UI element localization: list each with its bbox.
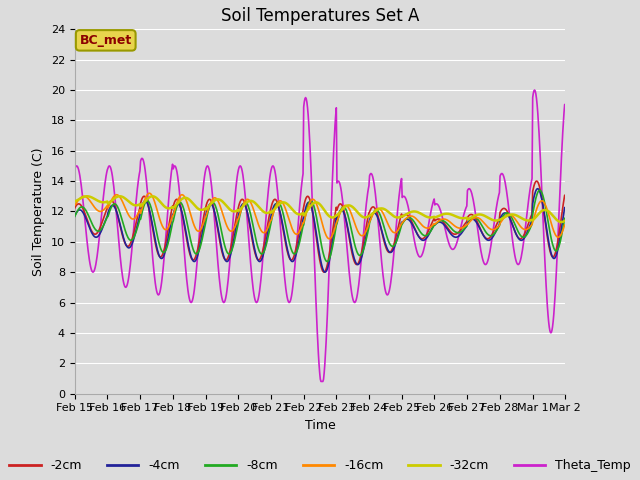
Line: -8cm: -8cm bbox=[75, 190, 565, 262]
-32cm bbox=[71, 199, 79, 204]
-8cm bbox=[561, 216, 569, 221]
-16cm bbox=[325, 236, 333, 241]
Line: -4cm: -4cm bbox=[75, 189, 565, 272]
Y-axis label: Soil Temperature (C): Soil Temperature (C) bbox=[32, 147, 45, 276]
Line: Theta_Temp: Theta_Temp bbox=[75, 90, 565, 382]
-2cm bbox=[532, 178, 540, 184]
-2cm bbox=[129, 236, 136, 241]
-32cm bbox=[262, 210, 270, 216]
Theta_Temp bbox=[371, 185, 378, 191]
-2cm bbox=[398, 215, 406, 220]
-4cm bbox=[561, 204, 569, 210]
Theta_Temp bbox=[262, 223, 269, 229]
-8cm bbox=[262, 245, 269, 251]
-16cm bbox=[71, 203, 79, 208]
-2cm bbox=[371, 205, 378, 211]
Text: BC_met: BC_met bbox=[79, 34, 132, 47]
X-axis label: Time: Time bbox=[305, 419, 335, 432]
-8cm bbox=[323, 259, 331, 264]
-32cm bbox=[561, 218, 569, 224]
-2cm bbox=[219, 251, 227, 256]
-16cm bbox=[561, 222, 569, 228]
-4cm bbox=[321, 269, 328, 275]
-4cm bbox=[398, 220, 406, 226]
-2cm bbox=[243, 207, 251, 213]
-16cm bbox=[371, 207, 379, 213]
Theta_Temp bbox=[317, 379, 324, 384]
Theta_Temp bbox=[219, 297, 227, 303]
-2cm bbox=[71, 205, 79, 211]
-32cm bbox=[129, 202, 137, 207]
-16cm bbox=[244, 196, 252, 202]
-4cm bbox=[371, 210, 378, 216]
Theta_Temp bbox=[398, 194, 406, 200]
-8cm bbox=[219, 233, 227, 239]
-4cm bbox=[71, 213, 79, 219]
Theta_Temp bbox=[561, 102, 569, 108]
Theta_Temp bbox=[243, 211, 251, 216]
-16cm bbox=[399, 219, 406, 225]
-2cm bbox=[561, 192, 569, 198]
Theta_Temp bbox=[71, 167, 79, 172]
-4cm bbox=[219, 249, 227, 254]
-8cm bbox=[243, 200, 251, 206]
-16cm bbox=[262, 228, 270, 234]
Title: Soil Temperatures Set A: Soil Temperatures Set A bbox=[221, 7, 419, 25]
-16cm bbox=[220, 212, 227, 218]
Line: -16cm: -16cm bbox=[75, 193, 565, 239]
-16cm bbox=[129, 216, 136, 222]
-32cm bbox=[398, 214, 406, 219]
-32cm bbox=[244, 199, 252, 205]
-4cm bbox=[243, 207, 251, 213]
-8cm bbox=[71, 214, 79, 219]
-8cm bbox=[371, 208, 378, 214]
-2cm bbox=[262, 235, 269, 241]
-32cm bbox=[220, 199, 227, 205]
Theta_Temp bbox=[129, 242, 136, 248]
-4cm bbox=[534, 186, 541, 192]
-8cm bbox=[398, 221, 406, 227]
-32cm bbox=[371, 209, 378, 215]
Line: -2cm: -2cm bbox=[75, 181, 565, 272]
-8cm bbox=[536, 187, 543, 193]
-4cm bbox=[129, 240, 136, 246]
-8cm bbox=[129, 237, 136, 242]
-4cm bbox=[262, 243, 269, 249]
Line: -32cm: -32cm bbox=[75, 196, 565, 222]
-16cm bbox=[146, 191, 154, 196]
Legend: -2cm, -4cm, -8cm, -16cm, -32cm, Theta_Temp: -2cm, -4cm, -8cm, -16cm, -32cm, Theta_Te… bbox=[4, 455, 636, 478]
Theta_Temp bbox=[531, 87, 538, 93]
-32cm bbox=[83, 193, 91, 199]
-2cm bbox=[320, 269, 328, 275]
-32cm bbox=[557, 219, 565, 225]
